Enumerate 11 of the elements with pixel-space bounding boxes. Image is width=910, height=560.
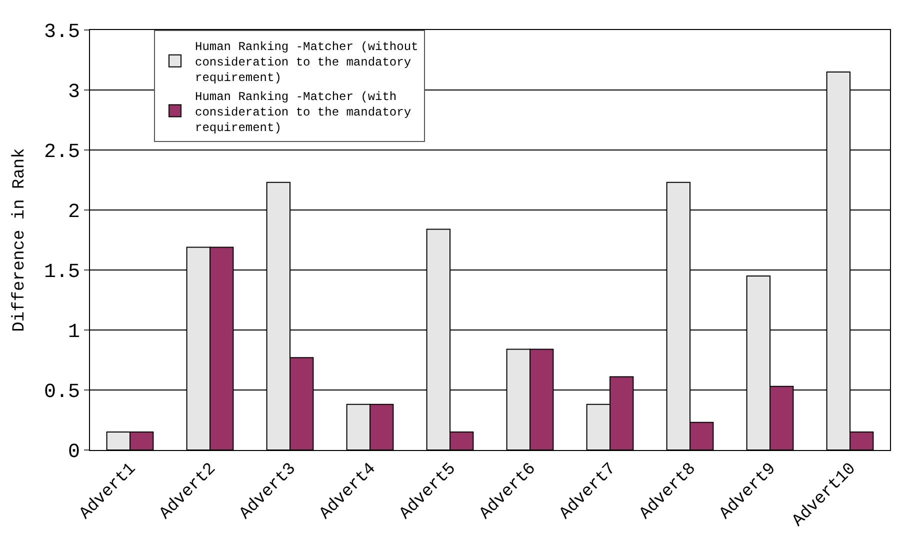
y-tick-label: 2 [68, 201, 80, 224]
y-tick-label: 1 [68, 321, 80, 344]
legend-label: Human Ranking -Matcher (without consideration to the mandatory requirement) [195, 40, 418, 86]
y-tick-label: 0.5 [44, 381, 80, 404]
y-tick-label: 1.5 [44, 261, 80, 284]
y-tick-label: 0 [68, 441, 80, 464]
y-axis-title: Difference in Rank [10, 148, 30, 332]
y-tick-label: 3 [68, 81, 80, 104]
y-tick-label: 2.5 [44, 141, 80, 164]
legend-label: Human Ranking -Matcher (with consideration to the mandatory requirement) [195, 90, 412, 135]
y-tick-label: 3.5 [44, 21, 80, 44]
